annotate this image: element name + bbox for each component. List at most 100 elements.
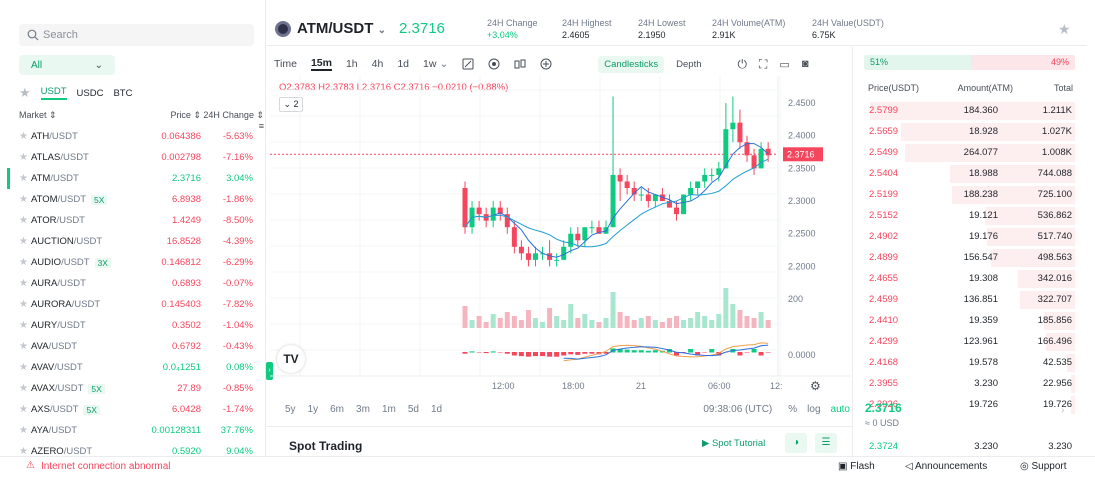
ask-row[interactable]: 2.5659 18.928 1.027K bbox=[853, 122, 1087, 142]
add-indicator-icon[interactable] bbox=[540, 58, 552, 70]
market-row-axs[interactable]: ★ AXS/USDT 5X 6.0428 -1.74% bbox=[19, 399, 253, 420]
favorites-star-icon[interactable]: ★ bbox=[19, 85, 31, 100]
range-1y[interactable]: 1y bbox=[307, 404, 319, 415]
range-5d[interactable]: 5d bbox=[407, 404, 419, 415]
search-input[interactable]: Search bbox=[19, 24, 254, 46]
settings-sliders-icon[interactable]: ☰ bbox=[815, 433, 837, 453]
camera-icon[interactable]: ◙ bbox=[801, 58, 809, 70]
star-icon[interactable]: ★ bbox=[19, 383, 28, 394]
range-5y[interactable]: 5y bbox=[285, 404, 296, 415]
market-row-aurora[interactable]: ★ AURORA/USDT 0.145403 -7.82% bbox=[19, 294, 253, 315]
settings-icon[interactable]: ⚙ bbox=[810, 379, 821, 393]
market-row-avav[interactable]: ★ AVAV/USDT 0.0₄1251 0.08% bbox=[19, 357, 253, 378]
ask-row[interactable]: 2.5199 188.238 725.100 bbox=[853, 185, 1087, 205]
star-icon[interactable]: ★ bbox=[19, 446, 28, 457]
market-row-aury[interactable]: ★ AURY/USDT 0.3502 -1.04% bbox=[19, 315, 253, 336]
tab-btc[interactable]: BTC bbox=[113, 87, 133, 99]
spot-tutorial-link[interactable]: ▶ Spot Tutorial bbox=[702, 438, 766, 449]
drawing-tool-icon[interactable] bbox=[462, 58, 474, 70]
support-link[interactable]: ◎ Support bbox=[1020, 461, 1067, 472]
filter-select[interactable]: All ⌄ bbox=[19, 55, 115, 75]
chevron-right-icon[interactable]: › bbox=[1061, 405, 1065, 416]
range-6m[interactable]: 6m bbox=[330, 404, 345, 415]
range-1m[interactable]: 1m bbox=[381, 404, 396, 415]
market-row-ator[interactable]: ★ ATOR/USDT 1.4249 -8.50% bbox=[19, 210, 253, 231]
ask-row[interactable]: 2.4899 156.547 498.563 bbox=[853, 248, 1087, 268]
ask-row[interactable]: 2.4168 19.578 42.535 bbox=[853, 353, 1087, 373]
ask-row[interactable]: 2.4655 19.308 342.016 bbox=[853, 269, 1087, 289]
interval-1h[interactable]: 1h bbox=[345, 58, 358, 70]
pair-selector[interactable]: ATM/USDT ⌄ bbox=[297, 20, 386, 37]
range-3m[interactable]: 3m bbox=[356, 404, 370, 415]
ask-row[interactable]: 2.3955 3.230 22.956 bbox=[853, 374, 1087, 394]
header-change[interactable]: 24H Change ⇕ ≡ bbox=[203, 110, 264, 131]
collapse-handle[interactable]: › bbox=[266, 362, 273, 380]
market-row-aura[interactable]: ★ AURA/USDT 0.6893 -0.07% bbox=[19, 273, 253, 294]
ask-row[interactable]: 2.5799 184.360 1.211K bbox=[853, 101, 1087, 121]
star-icon[interactable]: ★ bbox=[19, 425, 28, 436]
flash-link[interactable]: ▣ Flash bbox=[838, 461, 875, 472]
tab-usdt[interactable]: USDT bbox=[40, 86, 67, 100]
star-icon[interactable]: ★ bbox=[19, 404, 28, 415]
fullscreen-icon[interactable]: ⛶ bbox=[759, 56, 768, 71]
market-row-atm[interactable]: ★ ATM/USDT 2.3716 3.04% bbox=[7, 168, 253, 189]
ask-row[interactable]: 2.5499 264.077 1.008K bbox=[853, 143, 1087, 163]
ask-row[interactable]: 2.3926 19.726 19.726 bbox=[853, 395, 1087, 415]
star-icon[interactable]: ★ bbox=[19, 299, 28, 310]
range-1d[interactable]: 1d bbox=[430, 404, 443, 415]
candlesticks-button[interactable]: Candlesticks bbox=[598, 55, 665, 73]
star-icon[interactable]: ★ bbox=[19, 194, 28, 205]
tab-usdc[interactable]: USDC bbox=[76, 87, 104, 99]
interval-4h[interactable]: 4h bbox=[371, 58, 384, 70]
announcements-link[interactable]: ◁ Announcements bbox=[905, 461, 988, 472]
star-icon[interactable]: ★ bbox=[19, 236, 28, 247]
market-row-ath[interactable]: ★ ATH/USDT 0.064386 -5.63% bbox=[19, 126, 253, 147]
market-row-auction[interactable]: ★ AUCTION/USDT 16.8528 -4.39% bbox=[19, 231, 253, 252]
layout-icon[interactable]: ▭ bbox=[779, 58, 790, 71]
market-row-audio[interactable]: ★ AUDIO/USDT 3X 0.146812 -6.29% bbox=[19, 252, 253, 273]
ask-row[interactable]: 2.4902 19.176 517.740 bbox=[853, 227, 1087, 247]
market-price: 0.00128311 bbox=[151, 425, 202, 436]
star-icon[interactable]: ★ bbox=[19, 278, 28, 289]
depth-button[interactable]: Depth bbox=[676, 58, 702, 70]
market-row-atlas[interactable]: ★ ATLAS/USDT 0.002798 -7.16% bbox=[19, 147, 253, 168]
header-market[interactable]: Market ⇕ bbox=[19, 110, 57, 120]
ask-row[interactable]: 2.5152 19.121 536.862 bbox=[853, 206, 1087, 226]
interval-1w[interactable]: 1w bbox=[423, 58, 437, 70]
star-icon[interactable]: ★ bbox=[19, 173, 28, 184]
ask-row[interactable]: 2.4599 136.851 322.707 bbox=[853, 290, 1087, 310]
market-row-azero[interactable]: ★ AZERO/USDT 0.5920 9.04% bbox=[19, 441, 253, 462]
star-icon[interactable]: ★ bbox=[19, 341, 28, 352]
indicator-toggle[interactable]: ⌄ 2 bbox=[279, 97, 303, 112]
compare-icon[interactable] bbox=[514, 58, 526, 70]
star-icon[interactable]: ★ bbox=[19, 131, 28, 142]
interval-time[interactable]: Time bbox=[274, 58, 297, 70]
indicator-icon[interactable] bbox=[488, 58, 500, 70]
log-toggle[interactable]: log bbox=[807, 404, 821, 415]
power-icon[interactable]: ⏻ bbox=[737, 56, 748, 71]
market-pair: ★ AUCTION/USDT bbox=[19, 236, 129, 247]
price-chart[interactable]: 2.4500 2.4000 2.3500 2.3000 2.2500 2.2000 2.37… bbox=[270, 76, 850, 400]
ask-row[interactable]: 2.4299 123.961 166.496 bbox=[853, 332, 1087, 352]
header-price[interactable]: Price ⇕ bbox=[170, 110, 201, 120]
percent-toggle[interactable]: % bbox=[788, 404, 798, 415]
star-icon[interactable]: ★ bbox=[19, 362, 28, 373]
ask-row[interactable]: 2.4410 19.359 185.856 bbox=[853, 311, 1087, 331]
auto-toggle[interactable]: auto bbox=[830, 404, 850, 415]
market-row-atom[interactable]: ★ ATOM/USDT 5X 6.8938 -1.86% bbox=[19, 189, 253, 210]
interval-dropdown-icon[interactable]: ⌄ bbox=[439, 58, 449, 70]
market-row-avax[interactable]: ★ AVAX/USDT 5X 27.89 -0.85% bbox=[19, 378, 253, 399]
ask-row[interactable]: 2.5404 18.988 744.088 bbox=[853, 164, 1087, 184]
market-quote: /USDT bbox=[57, 194, 87, 205]
interval-1d[interactable]: 1d bbox=[397, 58, 410, 70]
star-icon[interactable]: ★ bbox=[19, 152, 28, 163]
star-icon[interactable]: ★ bbox=[19, 215, 28, 226]
market-row-aya[interactable]: ★ AYA/USDT 0.00128311 37.76% bbox=[19, 420, 253, 441]
star-icon[interactable]: ★ bbox=[19, 257, 28, 268]
bid-row[interactable]: 2.3724 3.230 3.230 bbox=[869, 441, 1072, 452]
interval-15m[interactable]: 15m bbox=[310, 57, 332, 71]
theme-icon[interactable]: ◑ bbox=[785, 433, 807, 453]
star-icon[interactable]: ★ bbox=[19, 320, 28, 331]
favorite-star-icon[interactable]: ★ bbox=[1058, 21, 1071, 37]
market-row-ava[interactable]: ★ AVA/USDT 0.6792 -0.43% bbox=[19, 336, 253, 357]
